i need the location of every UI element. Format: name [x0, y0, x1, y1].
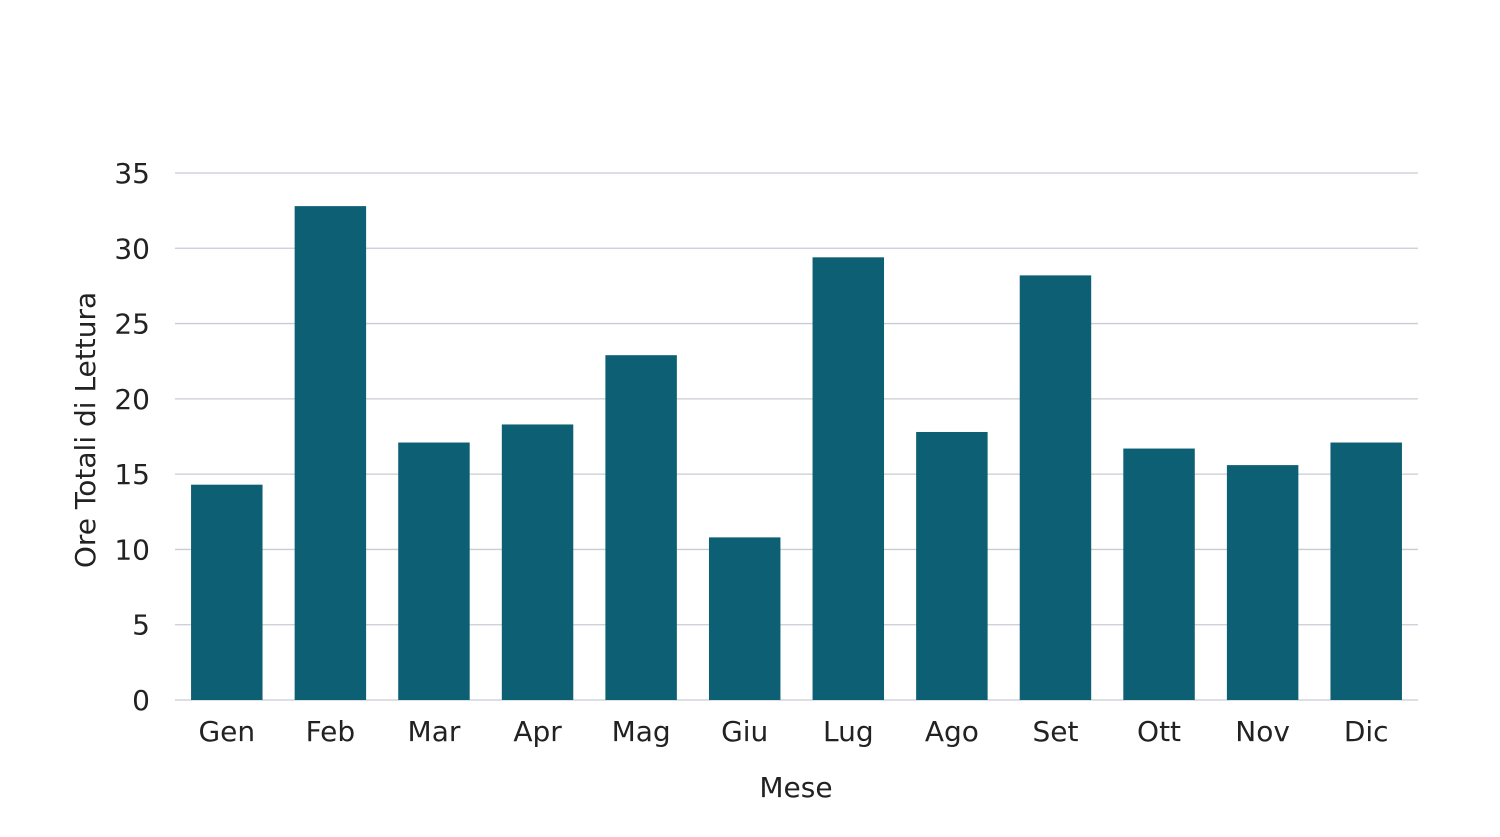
x-tick-label-lug: Lug [823, 715, 874, 748]
y-tick-label: 35 [114, 157, 150, 190]
x-tick-label-apr: Apr [513, 715, 562, 748]
bar-set [1019, 275, 1092, 700]
x-tick-labels: Gen Feb Mar Apr Mag Giu Lug Ago Set Ott Nov Dic [198, 715, 1388, 748]
bar-lug [812, 257, 885, 700]
x-tick-label-giu: Giu [721, 715, 768, 748]
x-tick-label-nov: Nov [1235, 715, 1290, 748]
y-tick-label: 20 [114, 383, 150, 416]
y-tick-label: 5 [132, 609, 150, 642]
bar-gen [191, 484, 263, 700]
bar-dic [1330, 442, 1402, 700]
y-tick-label: 30 [114, 232, 150, 265]
x-tick-label-ago: Ago [925, 715, 979, 748]
y-tick-label: 25 [114, 308, 150, 341]
bar-mar [398, 442, 470, 700]
bar-apr [501, 424, 574, 700]
x-tick-label-gen: Gen [198, 715, 255, 748]
x-tick-label-ott: Ott [1137, 715, 1181, 748]
y-tick-label: 0 [132, 684, 150, 717]
y-tick-label: 10 [114, 533, 150, 566]
x-axis-title: Mese [759, 771, 832, 804]
y-axis-title: Ore Totali di Lettura [69, 292, 102, 568]
y-tick-label: 15 [114, 458, 150, 491]
bars [191, 206, 1402, 700]
bar-giu [708, 537, 781, 700]
x-tick-label-set: Set [1032, 715, 1078, 748]
gridlines [175, 172, 1418, 701]
bar-mag [605, 355, 677, 700]
bar-feb [294, 206, 367, 700]
bar-ago [916, 431, 988, 700]
x-tick-label-feb: Feb [306, 715, 356, 748]
x-tick-label-mar: Mar [408, 715, 461, 748]
bar-ott [1123, 448, 1195, 700]
x-tick-label-dic: Dic [1344, 715, 1389, 748]
bar-nov [1226, 465, 1299, 700]
y-tick-labels: 0 5 10 15 20 25 30 35 [114, 157, 150, 717]
x-tick-label-mag: Mag [612, 715, 671, 748]
